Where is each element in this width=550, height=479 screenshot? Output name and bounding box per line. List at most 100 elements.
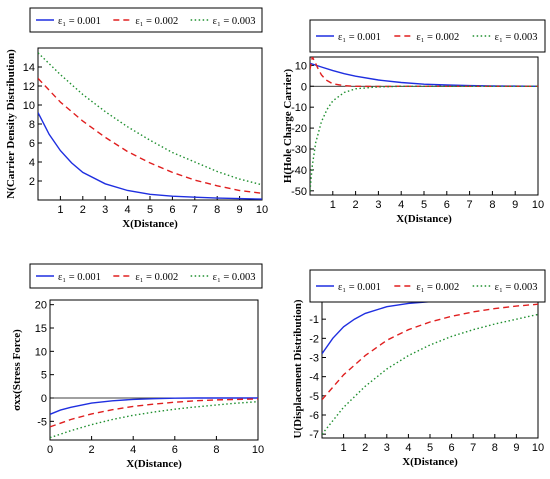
- y-tick-label: 10: [295, 60, 307, 72]
- y-axis-title: H(Hole Charge Carrier): [282, 69, 294, 184]
- legend-label-3: ε₁ = 0.003: [213, 16, 256, 27]
- y-tick-label: -5: [37, 416, 47, 428]
- x-tick-label: 1: [341, 442, 347, 454]
- x-axis-title: X(Distance): [396, 213, 452, 225]
- y-tick-label: -6: [309, 410, 319, 422]
- x-tick-label: 8: [213, 444, 219, 456]
- x-tick-label: 4: [405, 442, 411, 454]
- x-tick-label: 10: [532, 442, 544, 454]
- y-tick-label: 10: [23, 100, 35, 112]
- x-tick-label: 7: [192, 204, 198, 216]
- legend-label-1: ε₁ = 0.001: [58, 16, 101, 27]
- x-tick-label: 8: [492, 442, 498, 454]
- series-line-3: [310, 85, 538, 191]
- y-tick-label: 6: [29, 138, 35, 150]
- y-tick-label: 14: [23, 62, 35, 74]
- y-axis-title: σxx(Stress Force): [11, 329, 23, 411]
- legend-label-1: ε₁ = 0.001: [58, 272, 101, 283]
- y-tick-label: -7: [309, 429, 319, 441]
- y-tick-label: 12: [23, 81, 35, 93]
- x-axis-title: X(Distance): [126, 458, 182, 470]
- legend-label-2: ε₁ = 0.002: [135, 272, 178, 283]
- y-tick-label: 8: [29, 119, 35, 131]
- x-tick-label: 6: [172, 444, 178, 456]
- x-tick-label: 2: [89, 444, 95, 456]
- legend-label-2: ε₁ = 0.002: [416, 282, 459, 293]
- y-tick-label: -2: [309, 333, 319, 345]
- y-tick-label: 20: [35, 300, 47, 312]
- x-tick-label: 9: [513, 442, 519, 454]
- series-line-3: [38, 52, 262, 186]
- legend-box: [309, 269, 546, 303]
- x-tick-label: 3: [384, 442, 390, 454]
- x-tick-label: 10: [532, 199, 544, 211]
- x-tick-label: 6: [169, 204, 175, 216]
- y-tick-label: -20: [291, 123, 307, 135]
- chart-panel-2: 10 0 -10 -20 -30 -40 -50 1 2 3 4 5 6 7 8 9 10 X(Distance)…: [282, 19, 546, 225]
- x-tick-label: 4: [398, 199, 404, 211]
- y-tick-label: -30: [291, 144, 307, 156]
- y-tick-label: -4: [309, 372, 319, 384]
- x-tick-label: 6: [449, 442, 455, 454]
- y-tick-label: 2: [29, 176, 35, 188]
- x-tick-label: 6: [444, 199, 450, 211]
- x-tick-label: 4: [125, 204, 131, 216]
- x-tick-label: 1: [330, 199, 336, 211]
- legend-label-1: ε₁ = 0.001: [338, 282, 381, 293]
- y-axis-title: N(Carrier Density Distribution): [5, 49, 17, 199]
- x-axis-title: X(Distance): [122, 218, 178, 230]
- legend-label-1: ε₁ = 0.001: [338, 32, 381, 43]
- legend-box: [29, 263, 263, 289]
- legend-label-3: ε₁ = 0.003: [495, 282, 538, 293]
- legend-label-2: ε₁ = 0.002: [135, 16, 178, 27]
- x-tick-label: 8: [214, 204, 220, 216]
- legend-box: [309, 19, 546, 53]
- series-line-1: [50, 397, 258, 415]
- y-tick-label: 0: [301, 81, 307, 93]
- x-tick-label: 7: [467, 199, 473, 211]
- legend-label-3: ε₁ = 0.003: [213, 272, 256, 283]
- series-line-2: [310, 57, 538, 88]
- x-tick-label: 9: [512, 199, 518, 211]
- y-tick-label: -40: [291, 165, 307, 177]
- x-tick-label: 2: [80, 204, 86, 216]
- chart-panel-4: -1 -2 -3 -4 -5 -6 -7 1 2 3 4 5 6 7 8 9 10 X(Distance) U(Di…: [292, 269, 546, 468]
- legend-label-2: ε₁ = 0.002: [416, 32, 459, 43]
- y-tick-label: -1: [309, 314, 319, 326]
- x-tick-label: 5: [427, 442, 433, 454]
- series-line-1: [38, 112, 262, 200]
- x-tick-label: 2: [353, 199, 359, 211]
- x-tick-label: 8: [489, 199, 495, 211]
- y-tick-label: -10: [291, 102, 307, 114]
- x-tick-label: 0: [47, 444, 53, 456]
- series-line-2: [322, 303, 538, 401]
- y-tick-label: 0: [41, 393, 47, 405]
- y-tick-label: 5: [41, 370, 47, 382]
- legend-box: [29, 7, 263, 33]
- x-tick-label: 1: [57, 204, 63, 216]
- y-tick-label: 15: [35, 323, 47, 335]
- series-line-3: [50, 401, 258, 439]
- x-tick-label: 3: [375, 199, 381, 211]
- y-tick-label: -3: [309, 353, 319, 365]
- series-line-3: [322, 313, 538, 435]
- x-tick-label: 5: [147, 204, 153, 216]
- y-axis-title: U(Displacement Distribution): [292, 299, 304, 438]
- x-tick-label: 9: [237, 204, 243, 216]
- y-tick-label: -50: [291, 186, 307, 198]
- series-line-2: [38, 77, 262, 194]
- x-tick-label: 3: [102, 204, 108, 216]
- legend-label-3: ε₁ = 0.003: [495, 32, 538, 43]
- x-tick-label: 5: [421, 199, 427, 211]
- y-tick-label: 10: [35, 346, 47, 358]
- plot-frame: [49, 299, 259, 441]
- x-axis-title: X(Distance): [402, 456, 458, 468]
- x-tick-label: 10: [256, 204, 268, 216]
- x-tick-label: 4: [130, 444, 136, 456]
- y-tick-label: 4: [29, 157, 35, 169]
- chart-panel-3: 20 15 10 5 0 -5 0 2 4 6 8 10 X(Distance) σxx(Stress F…: [11, 263, 264, 470]
- x-tick-label: 2: [362, 442, 368, 454]
